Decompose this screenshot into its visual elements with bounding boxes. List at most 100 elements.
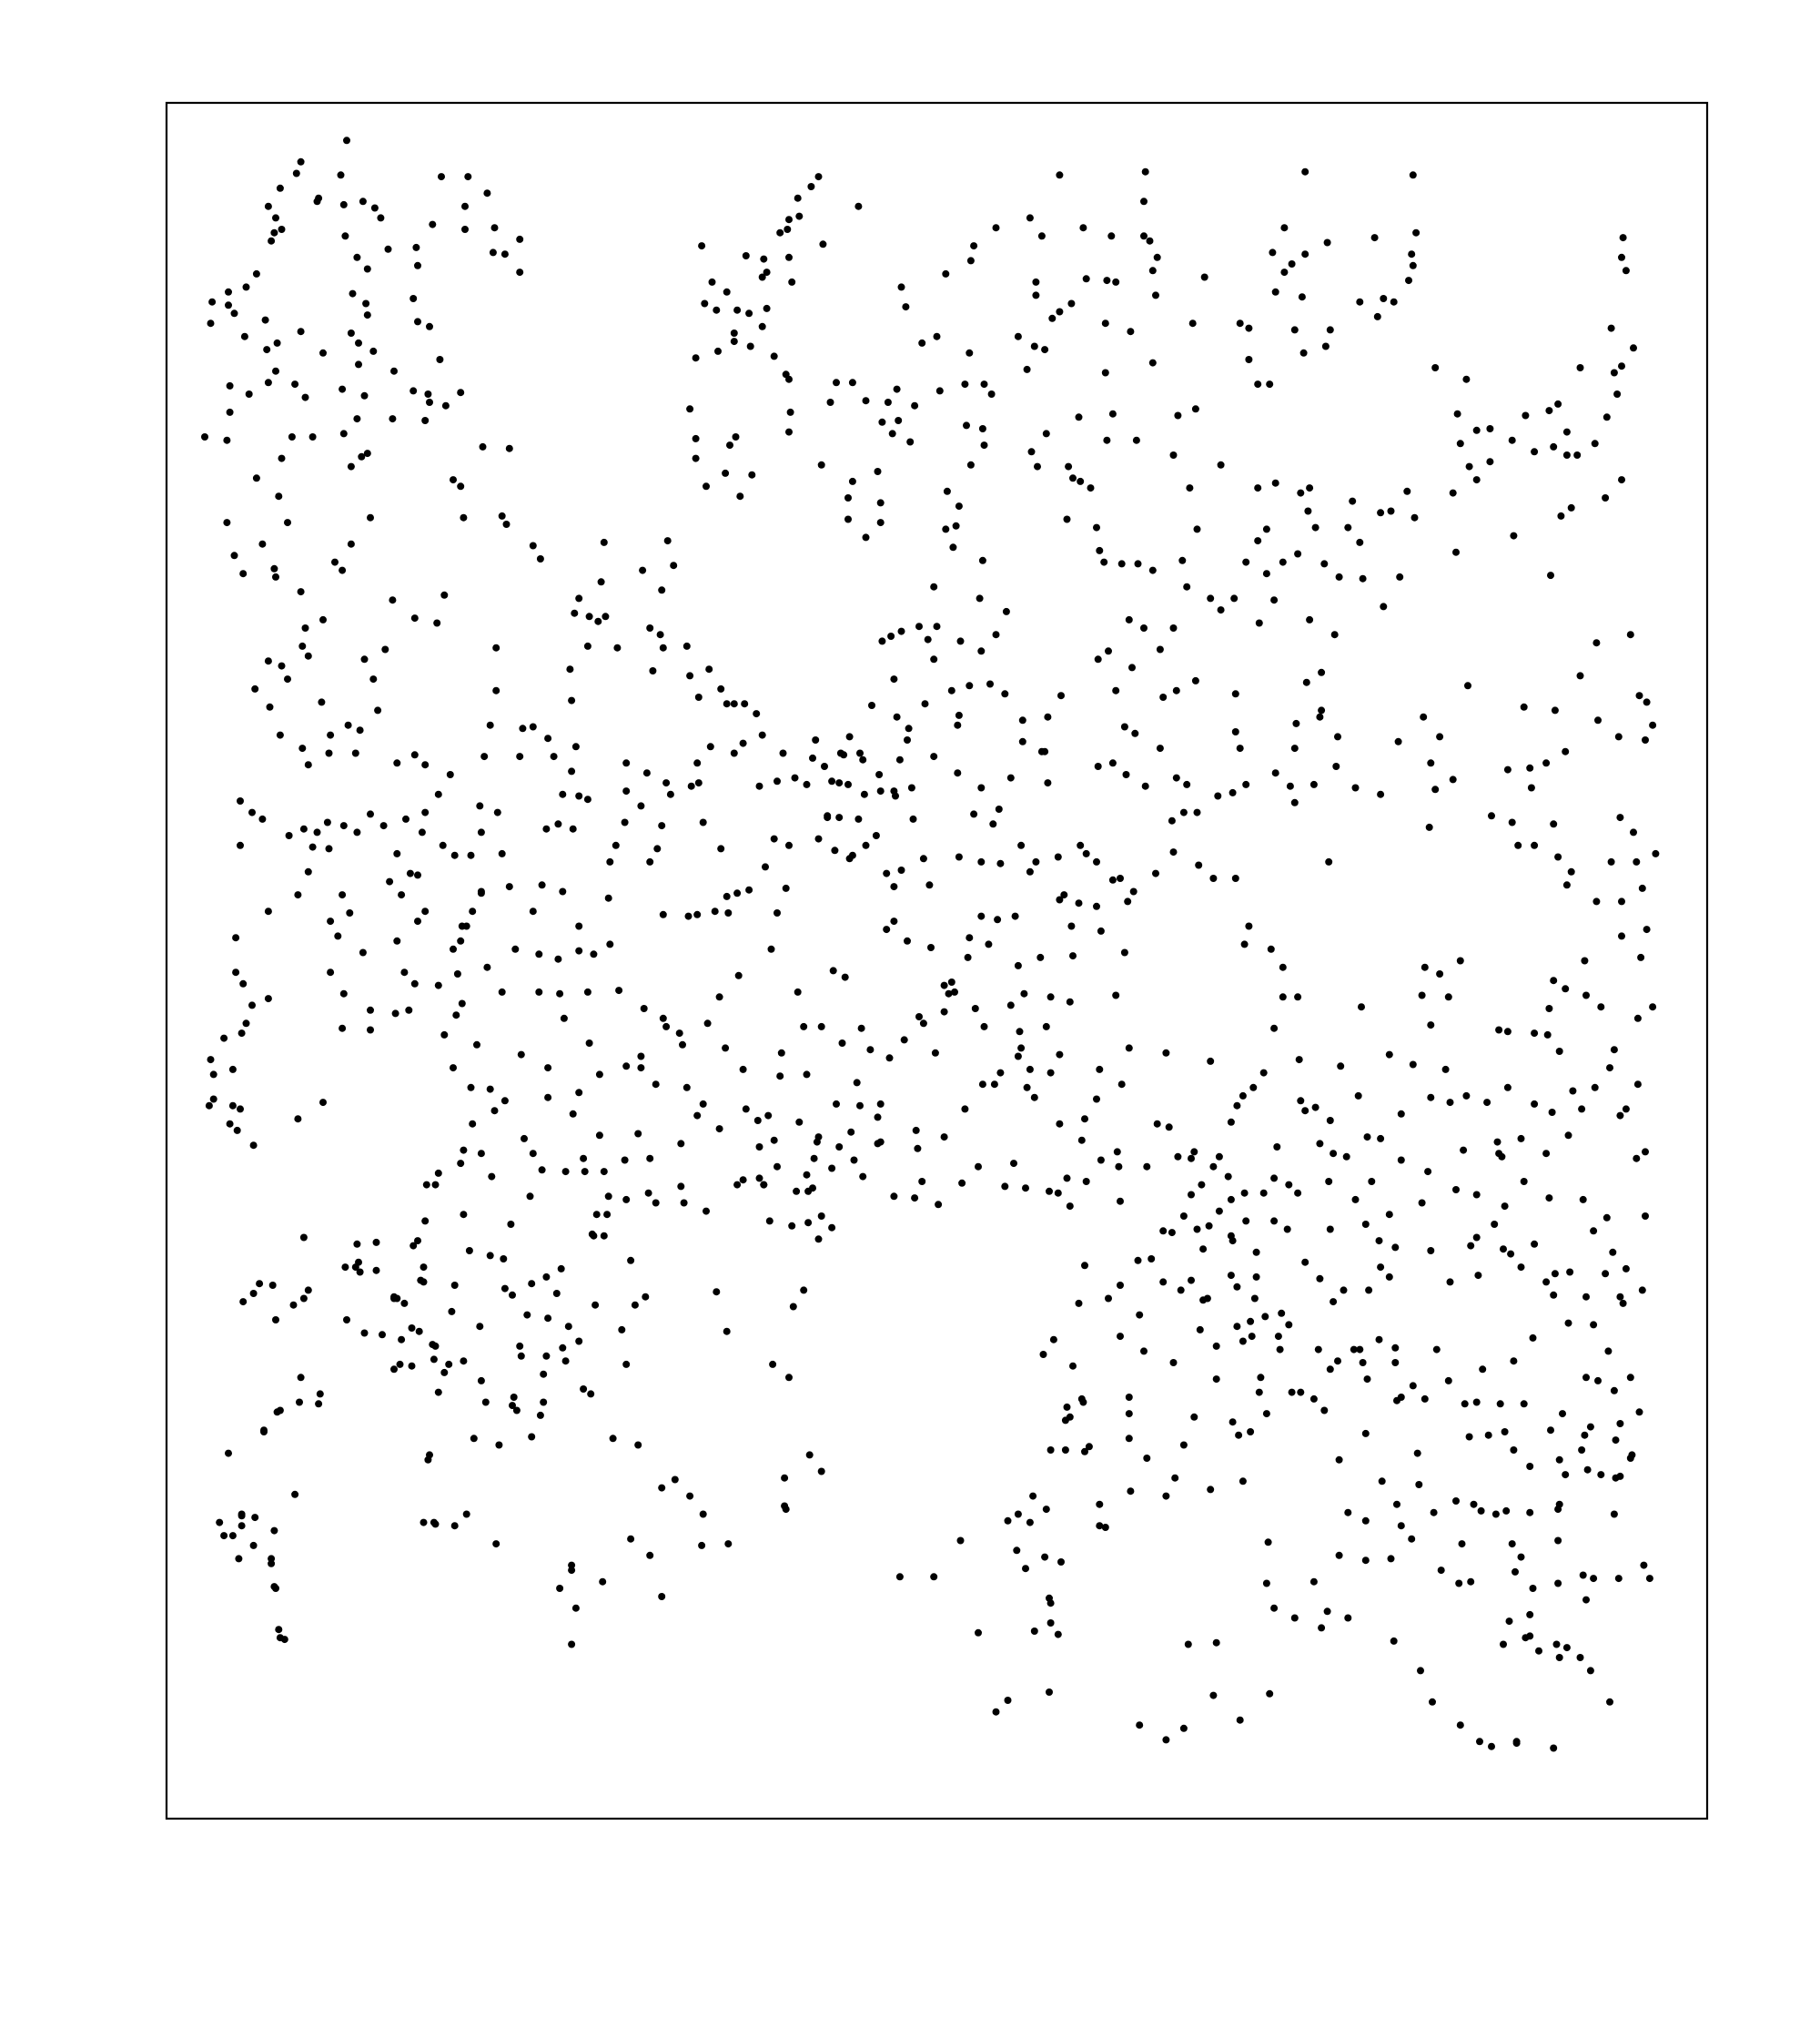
data-point (1172, 774, 1180, 782)
data-point (1018, 737, 1026, 745)
data-point (453, 970, 461, 978)
data-point (1554, 1536, 1562, 1545)
data-point (1044, 779, 1052, 787)
data-point (284, 519, 291, 527)
data-point (220, 1532, 228, 1540)
data-point (804, 1219, 813, 1227)
data-point (1418, 1199, 1426, 1207)
data-point (1526, 764, 1534, 772)
data-point (1014, 961, 1022, 969)
data-point (1269, 248, 1277, 257)
data-point (1148, 359, 1157, 367)
data-point (1318, 1624, 1326, 1632)
data-point (536, 555, 544, 563)
data-point (1325, 1178, 1333, 1185)
data-point (1405, 277, 1412, 285)
data-point (538, 1166, 546, 1174)
data-point (1252, 1248, 1260, 1256)
data-point (1026, 867, 1034, 876)
data-point (1488, 812, 1495, 820)
data-point (1026, 1518, 1034, 1526)
data-point (952, 522, 960, 530)
data-point (431, 1181, 440, 1189)
data-point (516, 235, 524, 243)
data-point (511, 945, 520, 953)
data-point (544, 1314, 552, 1323)
data-point (415, 1327, 423, 1335)
data-point (1082, 1178, 1090, 1185)
data-point (327, 968, 335, 977)
data-point (421, 417, 430, 424)
data-point (1247, 1317, 1255, 1325)
data-point (1290, 326, 1299, 334)
data-point (714, 347, 722, 355)
data-point (1391, 1344, 1400, 1352)
data-point (1335, 1455, 1343, 1464)
data-point (1314, 1345, 1322, 1354)
data-point (1545, 407, 1553, 415)
data-point (339, 989, 348, 998)
data-point (362, 299, 370, 308)
data-point (1626, 1455, 1634, 1462)
data-point (1273, 1143, 1281, 1151)
data-point (294, 891, 302, 899)
data-point (592, 1211, 601, 1219)
data-point (207, 319, 215, 328)
data-point (1421, 963, 1429, 971)
data-point (434, 981, 442, 989)
data-point (458, 999, 466, 1008)
data-point (1370, 234, 1379, 242)
data-point (1393, 1500, 1400, 1508)
data-point (1162, 1736, 1170, 1744)
data-point (715, 993, 723, 1001)
data-point (686, 672, 694, 680)
data-point (1582, 1374, 1590, 1382)
data-point (261, 316, 269, 324)
data-point (803, 1070, 811, 1079)
data-point (1165, 1123, 1173, 1131)
data-point (821, 763, 828, 770)
data-point (947, 979, 956, 986)
data-point (1105, 1294, 1112, 1303)
data-point (854, 815, 863, 823)
data-point (977, 912, 986, 920)
data-point (344, 721, 352, 729)
data-point (495, 1441, 503, 1449)
data-point (353, 415, 361, 423)
data-point (992, 1708, 1000, 1716)
data-point (568, 1567, 576, 1575)
data-point (414, 1237, 421, 1245)
data-point (1014, 1510, 1022, 1518)
data-point (308, 433, 317, 441)
data-point (1323, 238, 1331, 247)
data-point (1254, 380, 1262, 389)
data-point (1205, 1222, 1213, 1230)
data-point (372, 1238, 380, 1246)
data-point (1612, 1436, 1620, 1445)
data-point (460, 513, 468, 522)
data-point (559, 790, 567, 798)
data-point (653, 845, 662, 853)
data-point (1266, 380, 1274, 389)
data-point (1075, 413, 1083, 421)
data-point (486, 1252, 494, 1260)
data-point (438, 173, 445, 181)
data-point (1474, 1272, 1482, 1280)
data-point (1579, 1195, 1587, 1203)
data-point (391, 1009, 399, 1018)
data-point (1046, 993, 1055, 1001)
data-point (341, 232, 349, 240)
data-point (294, 1115, 302, 1123)
data-point (367, 1026, 374, 1034)
data-point (238, 1512, 246, 1520)
data-point (235, 1555, 243, 1563)
data-point (1020, 989, 1028, 998)
data-point (724, 1540, 733, 1548)
data-point (1054, 1630, 1062, 1638)
data-point (1120, 948, 1128, 957)
data-point (817, 1022, 825, 1030)
data-point (440, 591, 449, 599)
data-point (971, 1005, 979, 1012)
data-point (1240, 940, 1249, 948)
data-point (848, 851, 856, 859)
